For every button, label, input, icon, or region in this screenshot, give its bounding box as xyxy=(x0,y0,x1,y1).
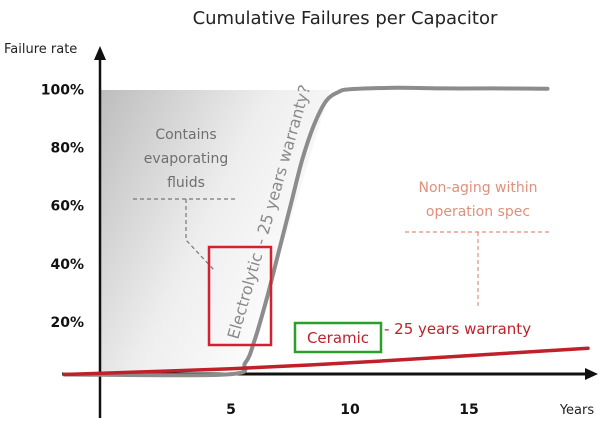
nonaging-line-1: Non-aging within xyxy=(419,180,538,196)
y-axis-label: Failure rate xyxy=(4,42,77,57)
x-axis-label: Years xyxy=(559,403,595,418)
x-tick-labels: 5 10 15 xyxy=(226,402,479,418)
electrolytic-highlight-box xyxy=(207,245,273,347)
evaporating-line-3: fluids xyxy=(167,175,205,191)
y-tick-labels: 20% 40% 60% 80% 100% xyxy=(41,82,84,331)
x-tick-label: 5 xyxy=(226,402,236,418)
y-axis-arrow xyxy=(94,46,106,60)
x-tick-label: 15 xyxy=(459,402,478,418)
y-tick-label: 20% xyxy=(50,315,84,331)
ceramic-series-line xyxy=(62,346,590,377)
evaporating-line-1: Contains xyxy=(155,127,216,143)
y-tick-label: 80% xyxy=(50,141,84,157)
ceramic-series-label: Ceramic xyxy=(307,329,369,347)
nonaging-line-2: operation spec xyxy=(426,204,530,220)
ceramic-warranty-label: - 25 years warranty xyxy=(384,320,531,338)
chart-title: Cumulative Failures per Capacitor xyxy=(193,8,498,29)
y-tick-label: 40% xyxy=(50,257,84,273)
shaded-background xyxy=(100,90,330,372)
y-tick-label: 60% xyxy=(50,199,84,215)
electrolytic-series-line xyxy=(62,85,550,378)
ceramic-highlight-box xyxy=(293,321,383,354)
x-axis-arrow xyxy=(585,368,598,380)
y-tick-label: 100% xyxy=(41,82,84,98)
x-tick-label: 10 xyxy=(340,402,360,418)
evaporating-line-2: evaporating xyxy=(144,151,228,167)
